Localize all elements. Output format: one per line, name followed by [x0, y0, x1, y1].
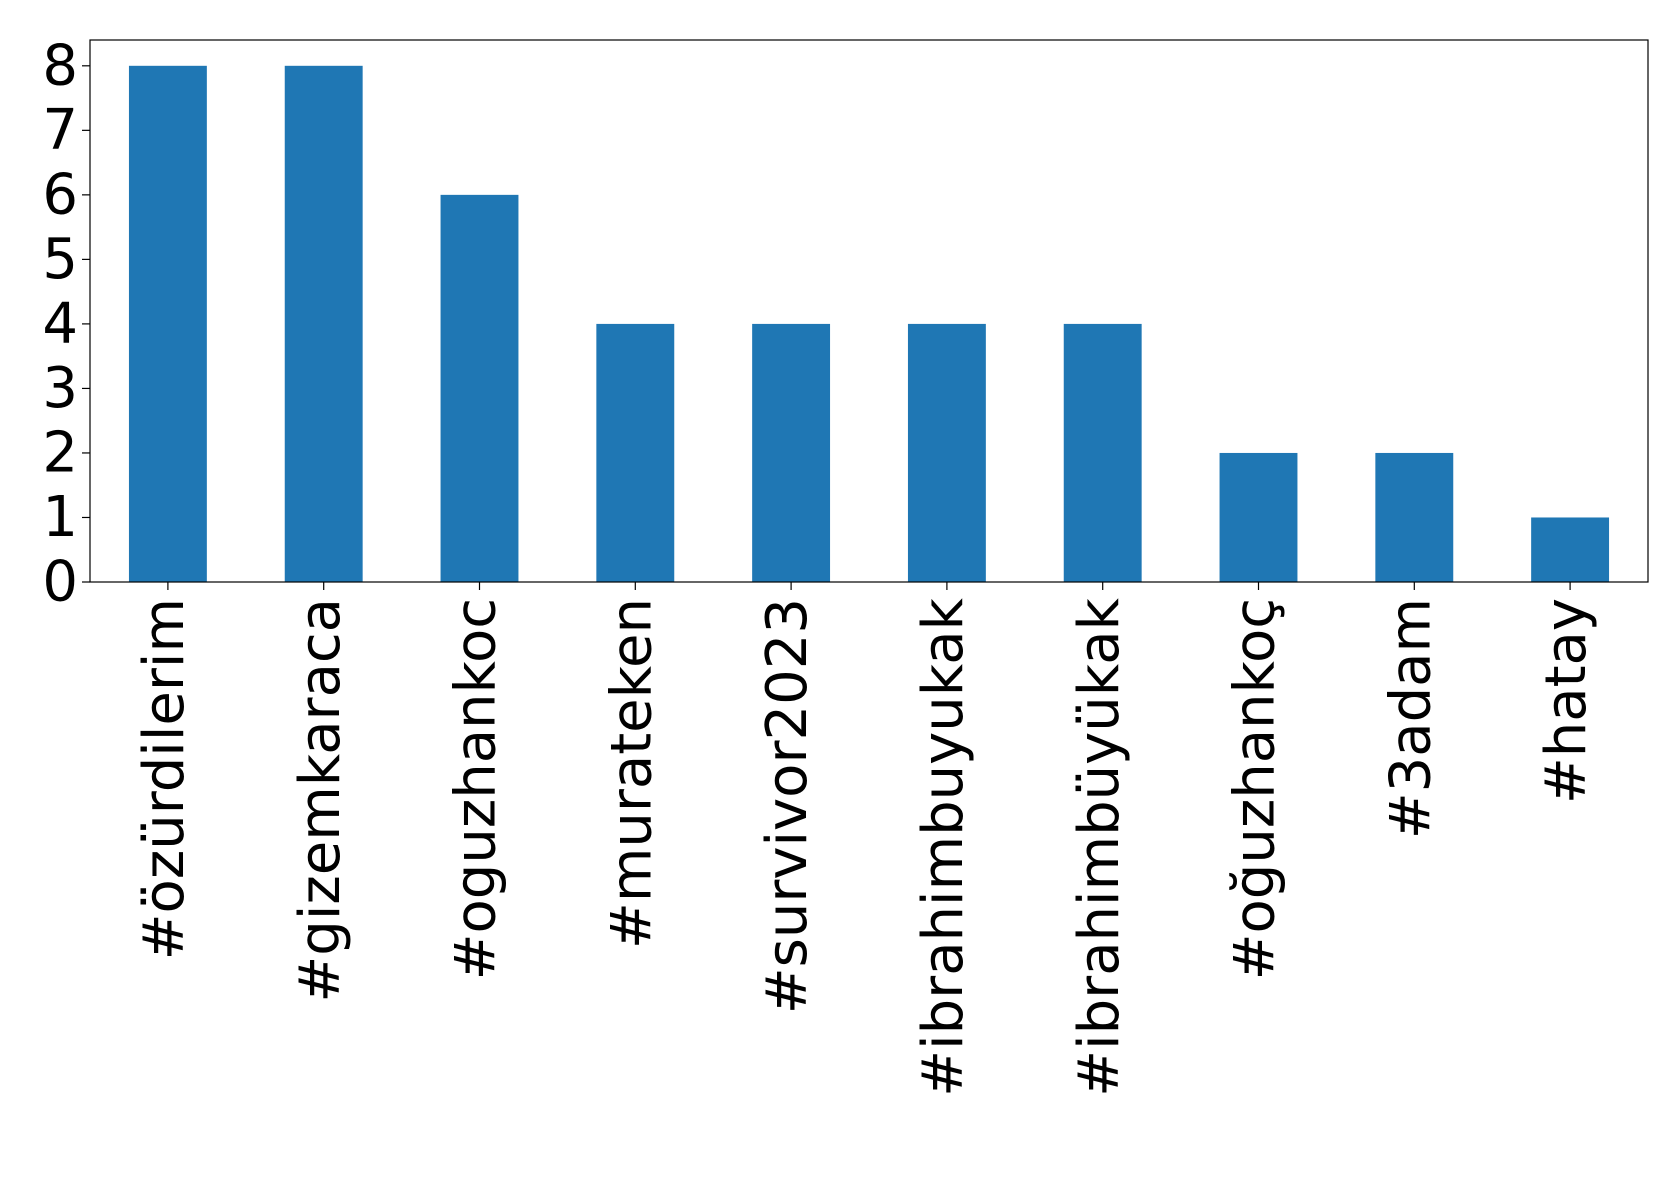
y-tick-label: 5 — [42, 227, 78, 292]
bar — [1219, 452, 1298, 582]
y-tick-label: 7 — [42, 98, 78, 163]
bar — [752, 323, 831, 582]
y-tick-label: 0 — [42, 550, 78, 615]
x-tick-label: #özürdilerim — [132, 598, 197, 960]
y-tick-label: 4 — [42, 291, 78, 356]
x-tick-label: #oguzhankoc — [444, 598, 509, 980]
x-tick-label: #oğuzhankoç — [1223, 598, 1288, 980]
x-tick-label: #ibrahimbuyukak — [911, 597, 976, 1096]
x-tick-label: #gizemkaraca — [288, 598, 353, 1003]
bars-group — [128, 65, 1610, 583]
x-tick-label: #murateken — [599, 598, 664, 949]
plot-frame — [89, 39, 1649, 583]
x-tick-label: #survivor2023 — [755, 598, 820, 1014]
x-tick-label: #3adam — [1378, 598, 1443, 839]
y-tick-label: 6 — [42, 162, 78, 227]
bar — [907, 323, 986, 582]
y-tick-label: 8 — [42, 33, 78, 98]
y-tick-label: 3 — [42, 356, 78, 421]
bar — [1063, 323, 1142, 582]
bar — [596, 323, 675, 582]
bar — [1375, 452, 1454, 582]
x-tick-label: #ibrahimbüyükak — [1067, 597, 1132, 1096]
y-tick-label: 1 — [42, 485, 78, 550]
bar — [1531, 517, 1610, 582]
x-axis: #özürdilerim #gizemkaraca #oguzhankoc #mura… — [132, 582, 1599, 1097]
x-tick-label: #hatay — [1534, 598, 1599, 804]
y-tick-label: 2 — [42, 420, 78, 485]
bar — [284, 65, 363, 583]
bar — [128, 65, 207, 583]
bar — [440, 194, 519, 582]
